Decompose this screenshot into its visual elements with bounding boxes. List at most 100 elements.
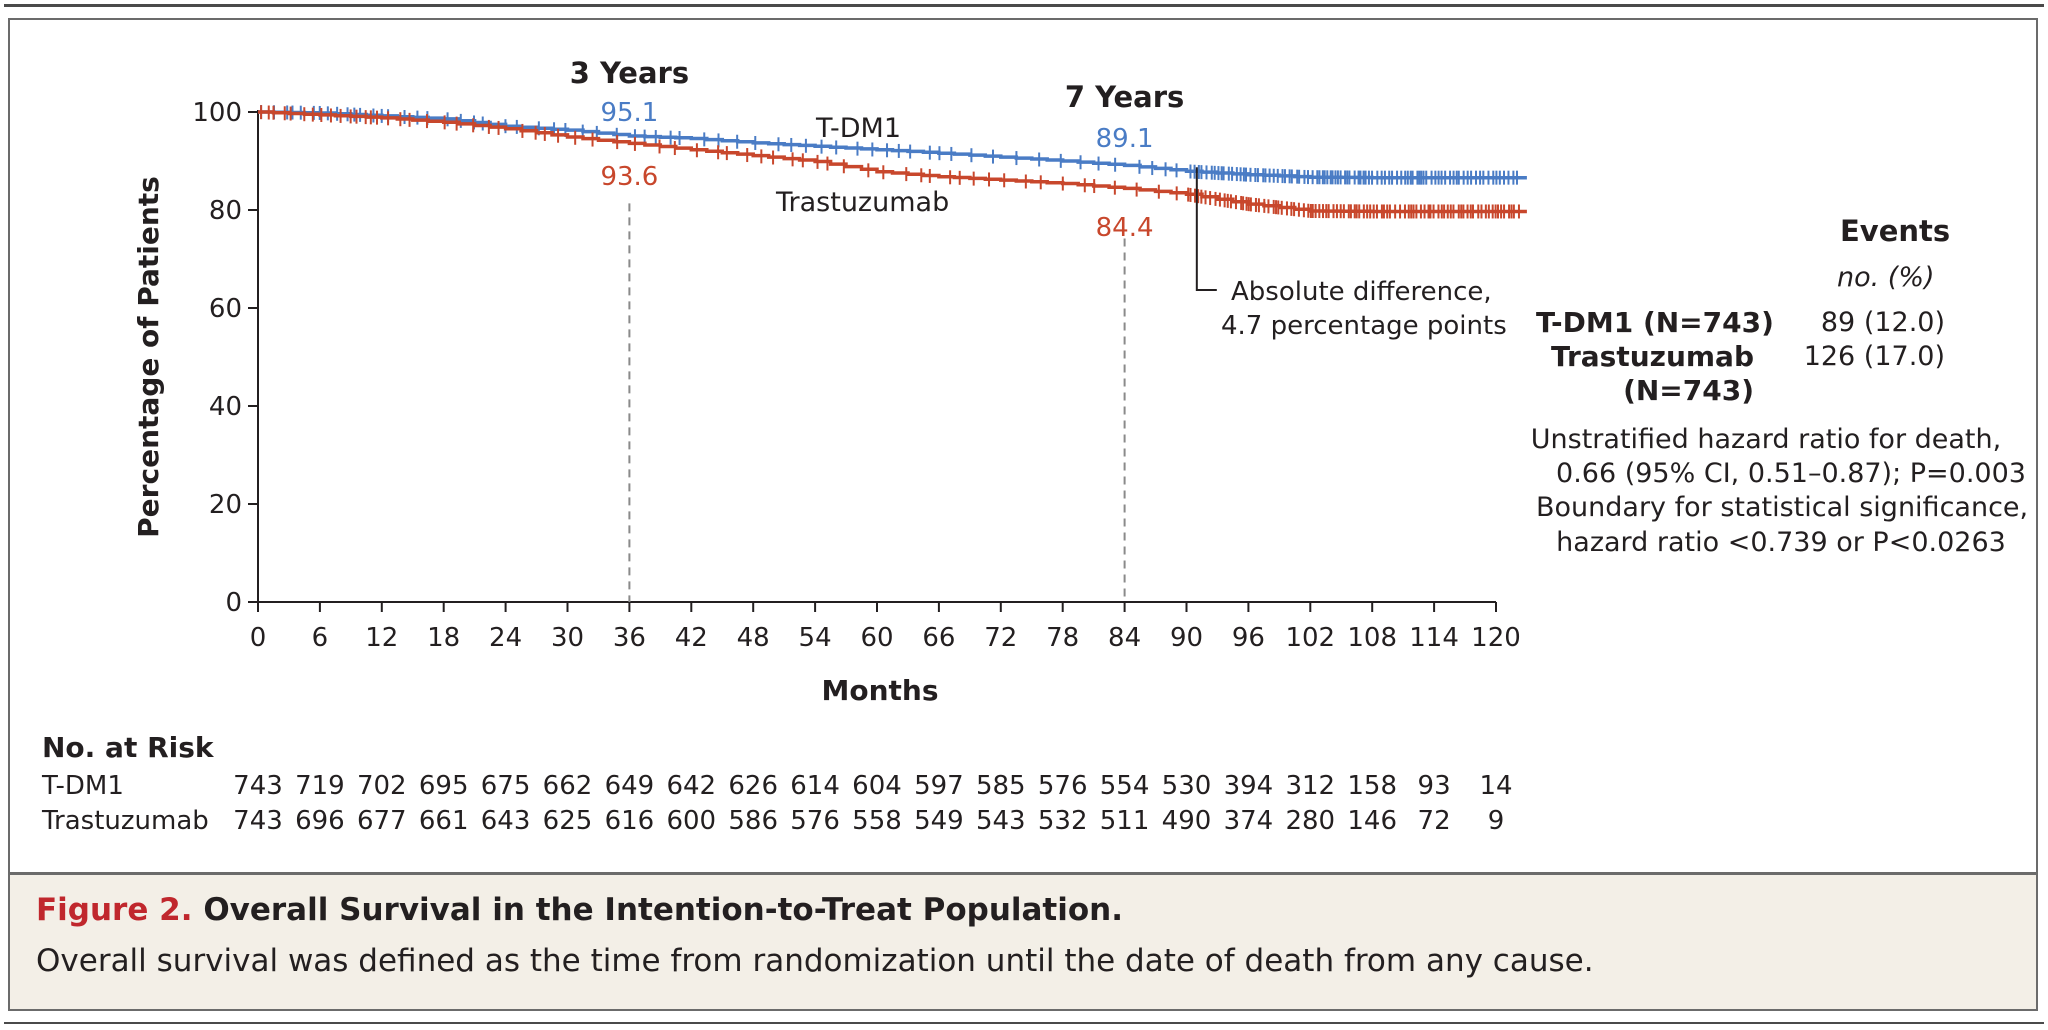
x-tick-label-102: 102 [1285,623,1335,653]
x-tick-label-30: 30 [551,623,584,653]
y-axis-title: Percentage of Patients [132,176,165,538]
risk-cell: 616 [605,806,655,836]
figure-number: Figure 2. [36,892,193,928]
risk-cell: 576 [790,806,840,836]
risk-cell: 549 [914,806,964,836]
censor-ticks-trastuzumab [260,105,1520,219]
risk-table: No. at Risk T-DM1 743 719 702 695 675 662 649 642… [41,731,1513,836]
risk-cell: 642 [666,771,716,801]
events-row-trastuzumab-label: Trastuzumab [1550,340,1754,373]
difference-label-line-1: Absolute difference, [1231,277,1492,307]
risk-cell: 576 [1038,771,1088,801]
value-7y-tdm1: 89.1 [1096,124,1154,154]
y-tick-label-20: 20 [209,490,242,520]
risk-cell: 662 [543,771,593,801]
bottom-rule [4,1022,2044,1024]
stats-line-3: Boundary for statistical significance, [1536,492,2029,523]
x-tick-label-0: 0 [250,623,267,653]
risk-cell: 158 [1347,771,1397,801]
risk-cell: 696 [295,806,345,836]
risk-cell: 600 [666,806,716,836]
y-tick-label-0: 0 [225,588,242,618]
risk-cell: 626 [728,771,778,801]
difference-label-line-2: 4.7 percentage points [1221,311,1507,341]
risk-cell: 72 [1418,806,1451,836]
risk-cell: 280 [1285,806,1335,836]
risk-cell: 649 [605,771,655,801]
risk-table-title: No. at Risk [42,731,215,764]
x-tick-label-48: 48 [737,623,770,653]
x-axis-title: Months [821,674,938,707]
y-tick-label-100: 100 [192,98,242,128]
risk-cell: 511 [1100,806,1150,836]
risk-cell: 743 [233,806,283,836]
risk-cell: 625 [543,806,593,836]
axes: 0 6 12 18 24 30 36 42 48 54 60 66 72 78 84 90 96 102 108 11… [132,98,1521,707]
chart-marks [258,105,1527,602]
risk-cell: 597 [914,771,964,801]
x-tick-label-108: 108 [1347,623,1397,653]
risk-cell: 312 [1285,771,1335,801]
risk-cell: 585 [976,771,1026,801]
x-tick-label-36: 36 [613,623,646,653]
x-tick-label-42: 42 [675,623,708,653]
x-tick-label-114: 114 [1409,623,1459,653]
risk-cell: 93 [1418,771,1451,801]
stats-line-2: 0.66 (95% CI, 0.51–0.87); P=0.003 [1556,458,2026,489]
caption-body: Overall survival was defined as the time… [36,943,1594,979]
risk-cell: 586 [728,806,778,836]
value-3y-trastuzumab: 93.6 [600,162,658,192]
risk-cell: 695 [419,771,469,801]
risk-row-label-tdm1: T-DM1 [41,771,124,801]
stats-line-4: hazard ratio <0.739 or P<0.0263 [1556,527,2006,558]
caption-title: Overall Survival in the Intention-to-Tre… [203,892,1124,928]
y-tick-label-60: 60 [209,294,242,324]
events-title: Events [1840,214,1951,248]
events-subtitle: no. (%) [1837,262,1935,293]
y-tick-label-40: 40 [209,392,242,422]
y-tick-label-80: 80 [209,196,242,226]
series-label-trastuzumab: Trastuzumab [775,187,949,218]
x-tick-label-24: 24 [489,623,522,653]
x-tick-label-90: 90 [1170,623,1203,653]
chart-labels: 3 Years 95.1 93.6 7 Years 89.1 84.4 T-DM1 Trast… [570,56,1507,341]
risk-cell: 374 [1224,806,1274,836]
label-3-years: 3 Years [570,56,689,90]
x-tick-label-84: 84 [1108,623,1141,653]
label-7-years: 7 Years [1065,80,1184,114]
risk-cell: 643 [481,806,531,836]
risk-cell: 558 [852,806,902,836]
risk-row-label-trastuzumab: Trastuzumab [41,806,209,836]
risk-cell: 702 [357,771,407,801]
risk-cell: 543 [976,806,1026,836]
x-tick-label-96: 96 [1232,623,1265,653]
risk-cell: 675 [481,771,531,801]
risk-cell: 14 [1479,771,1512,801]
x-tick-label-54: 54 [799,623,832,653]
events-row-tdm1-label: T-DM1 (N=743) [1536,306,1774,339]
figure-caption: Figure 2. Overall Survival in the Intent… [8,872,2038,1011]
series-label-tdm1: T-DM1 [815,113,901,144]
risk-cell: 394 [1224,771,1274,801]
risk-cell: 743 [233,771,283,801]
stats-line-1: Unstratified hazard ratio for death, [1530,424,2002,455]
figure-frame [8,18,2038,1011]
value-3y-tdm1: 95.1 [600,98,658,128]
risk-cell: 146 [1347,806,1397,836]
risk-cell: 614 [790,771,840,801]
risk-cell: 554 [1100,771,1150,801]
risk-cell: 490 [1162,806,1212,836]
events-row-tdm1-value: 89 (12.0) [1820,307,1945,338]
caption-title-row: Figure 2. Overall Survival in the Intent… [36,892,1123,928]
top-rule [4,4,2044,7]
risk-cell: 532 [1038,806,1088,836]
events-row-trastuzumab-n: (N=743) [1623,374,1754,407]
x-tick-label-18: 18 [427,623,460,653]
risk-cell: 530 [1162,771,1212,801]
risk-cell: 719 [295,771,345,801]
x-tick-label-6: 6 [312,623,329,653]
x-tick-label-12: 12 [365,623,398,653]
x-tick-label-66: 66 [922,623,955,653]
x-tick-label-120: 120 [1471,623,1521,653]
